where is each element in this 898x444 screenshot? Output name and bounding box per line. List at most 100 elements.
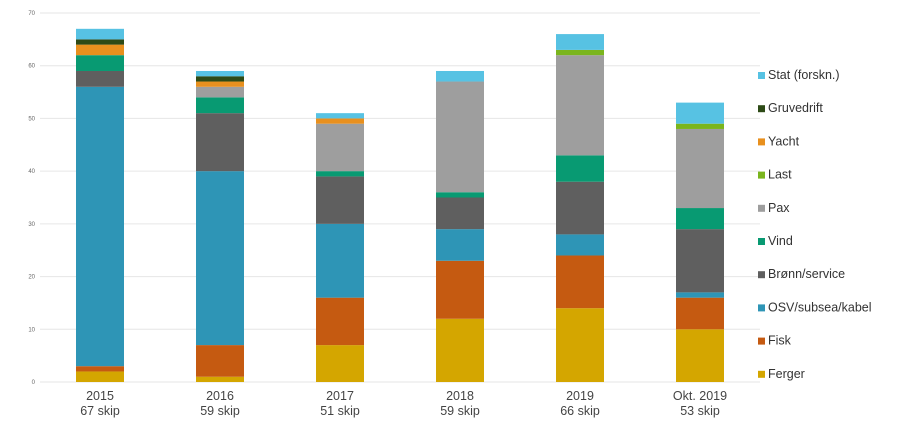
legend-swatch: [758, 238, 765, 245]
legend-item: Ferger: [758, 367, 805, 381]
bar-segment-pax: [196, 86, 244, 98]
bar-segment-pax: [676, 128, 724, 209]
bar-segment-ferger: [316, 345, 364, 382]
y-tick-label: 50: [28, 116, 35, 122]
bar-segment-vind: [76, 55, 124, 71]
legend-label: OSV/subsea/kabel: [768, 300, 872, 314]
x-tick-label-year: 2017: [326, 389, 354, 403]
legend-label: Stat (forskn.): [768, 68, 840, 82]
bar-segment-yacht: [196, 81, 244, 87]
bar-segment-vind: [436, 192, 484, 198]
bar-segment-ferger: [436, 318, 484, 382]
legend-label: Ferger: [768, 367, 805, 381]
x-tick-label-year: 2016: [206, 389, 234, 403]
bar-segment-gruvedrift: [196, 76, 244, 82]
bar-segment-pax: [316, 123, 364, 172]
bar-segment-fisk: [76, 366, 124, 372]
bar-segment-last: [676, 123, 724, 129]
bar-segment-osv-subsea-kabel: [196, 171, 244, 346]
bar-segment-ferger: [196, 376, 244, 382]
y-tick-label: 20: [28, 275, 35, 281]
bar-segment-stat-forskn-: [76, 28, 124, 40]
bar-segment-vind: [556, 155, 604, 182]
x-tick-label-year: Okt. 2019: [673, 389, 727, 403]
legend: Stat (forskn.) Gruvedrift Yacht Last Pax Vind…: [758, 68, 872, 381]
bar-segment-ferger: [76, 371, 124, 382]
y-axis-ticks: 0 10 20 30 40 50 60 70: [28, 11, 35, 386]
legend-label: Vind: [768, 234, 793, 248]
bar-segment-last: [556, 49, 604, 56]
legend-item: Stat (forskn.): [758, 68, 840, 82]
y-tick-label: 10: [28, 327, 35, 333]
bar-segment-fisk: [196, 345, 244, 377]
bar-stack-3: [436, 70, 484, 382]
bar-segment-pax: [556, 55, 604, 156]
legend-item: Last: [758, 168, 792, 182]
legend-label: Fisk: [768, 334, 792, 348]
y-tick-label: 60: [28, 64, 35, 70]
bar-segment-pax: [436, 81, 484, 193]
bar-segment-fisk: [436, 260, 484, 319]
legend-item: Gruvedrift: [758, 101, 823, 115]
bar-segment-br-nn-service: [436, 197, 484, 230]
bar-segment-br-nn-service: [76, 70, 124, 87]
bar-segment-br-nn-service: [556, 181, 604, 235]
bar-segment-osv-subsea-kabel: [316, 223, 364, 298]
bar-segment-yacht: [316, 118, 364, 124]
y-tick-label: 40: [28, 169, 35, 175]
bar-segment-ferger: [556, 308, 604, 382]
legend-swatch: [758, 204, 765, 212]
x-tick-label-count: 51 skip: [320, 404, 360, 418]
bar-stack-2: [316, 113, 364, 382]
x-tick-label-count: 67 skip: [80, 404, 120, 418]
legend-item: Vind: [758, 234, 793, 248]
legend-swatch: [758, 370, 765, 378]
x-tick-label-count: 59 skip: [440, 404, 480, 418]
legend-item: OSV/subsea/kabel: [758, 300, 872, 314]
bar-segment-br-nn-service: [196, 113, 244, 172]
bar-segment-stat-forskn-: [676, 102, 724, 124]
y-tick-label: 0: [32, 380, 36, 386]
x-tick-label-count: 66 skip: [560, 404, 600, 418]
bar-segment-stat-forskn-: [556, 34, 604, 50]
legend-label: Last: [768, 168, 792, 182]
bar-stack-4: [556, 34, 604, 382]
bar-segment-osv-subsea-kabel: [676, 292, 724, 298]
legend-item: Brønn/service: [758, 267, 845, 281]
legend-item: Pax: [758, 201, 790, 215]
bar-segment-stat-forskn-: [316, 113, 364, 119]
legend-item: Fisk: [758, 334, 792, 348]
bar-segment-osv-subsea-kabel: [556, 234, 604, 256]
legend-label: Yacht: [768, 134, 800, 148]
bars: [76, 28, 724, 382]
bar-segment-stat-forskn-: [436, 70, 484, 82]
bar-stack-1: [196, 70, 244, 382]
bar-segment-ferger: [676, 329, 724, 382]
bar-segment-gruvedrift: [76, 39, 124, 45]
bar-segment-osv-subsea-kabel: [76, 86, 124, 367]
y-tick-label: 70: [28, 11, 35, 17]
bar-segment-vind: [316, 171, 364, 177]
bar-segment-br-nn-service: [316, 176, 364, 224]
x-tick-label-count: 53 skip: [680, 404, 720, 418]
gridlines: [40, 12, 760, 383]
bar-segment-fisk: [316, 297, 364, 346]
legend-label: Gruvedrift: [768, 101, 823, 115]
y-tick-label: 30: [28, 222, 35, 228]
legend-item: Yacht: [758, 134, 800, 148]
legend-swatch: [758, 271, 765, 279]
legend-swatch: [758, 304, 765, 312]
bar-segment-fisk: [556, 255, 604, 309]
bar-segment-yacht: [76, 44, 124, 56]
bar-segment-osv-subsea-kabel: [436, 229, 484, 261]
legend-swatch: [758, 105, 765, 113]
x-tick-label-year: 2018: [446, 389, 474, 403]
x-tick-label-count: 59 skip: [200, 404, 240, 418]
legend-swatch: [758, 171, 765, 179]
bar-segment-vind: [196, 97, 244, 114]
bar-segment-fisk: [676, 297, 724, 330]
x-tick-label-year: 2019: [566, 389, 594, 403]
legend-label: Pax: [768, 201, 790, 215]
